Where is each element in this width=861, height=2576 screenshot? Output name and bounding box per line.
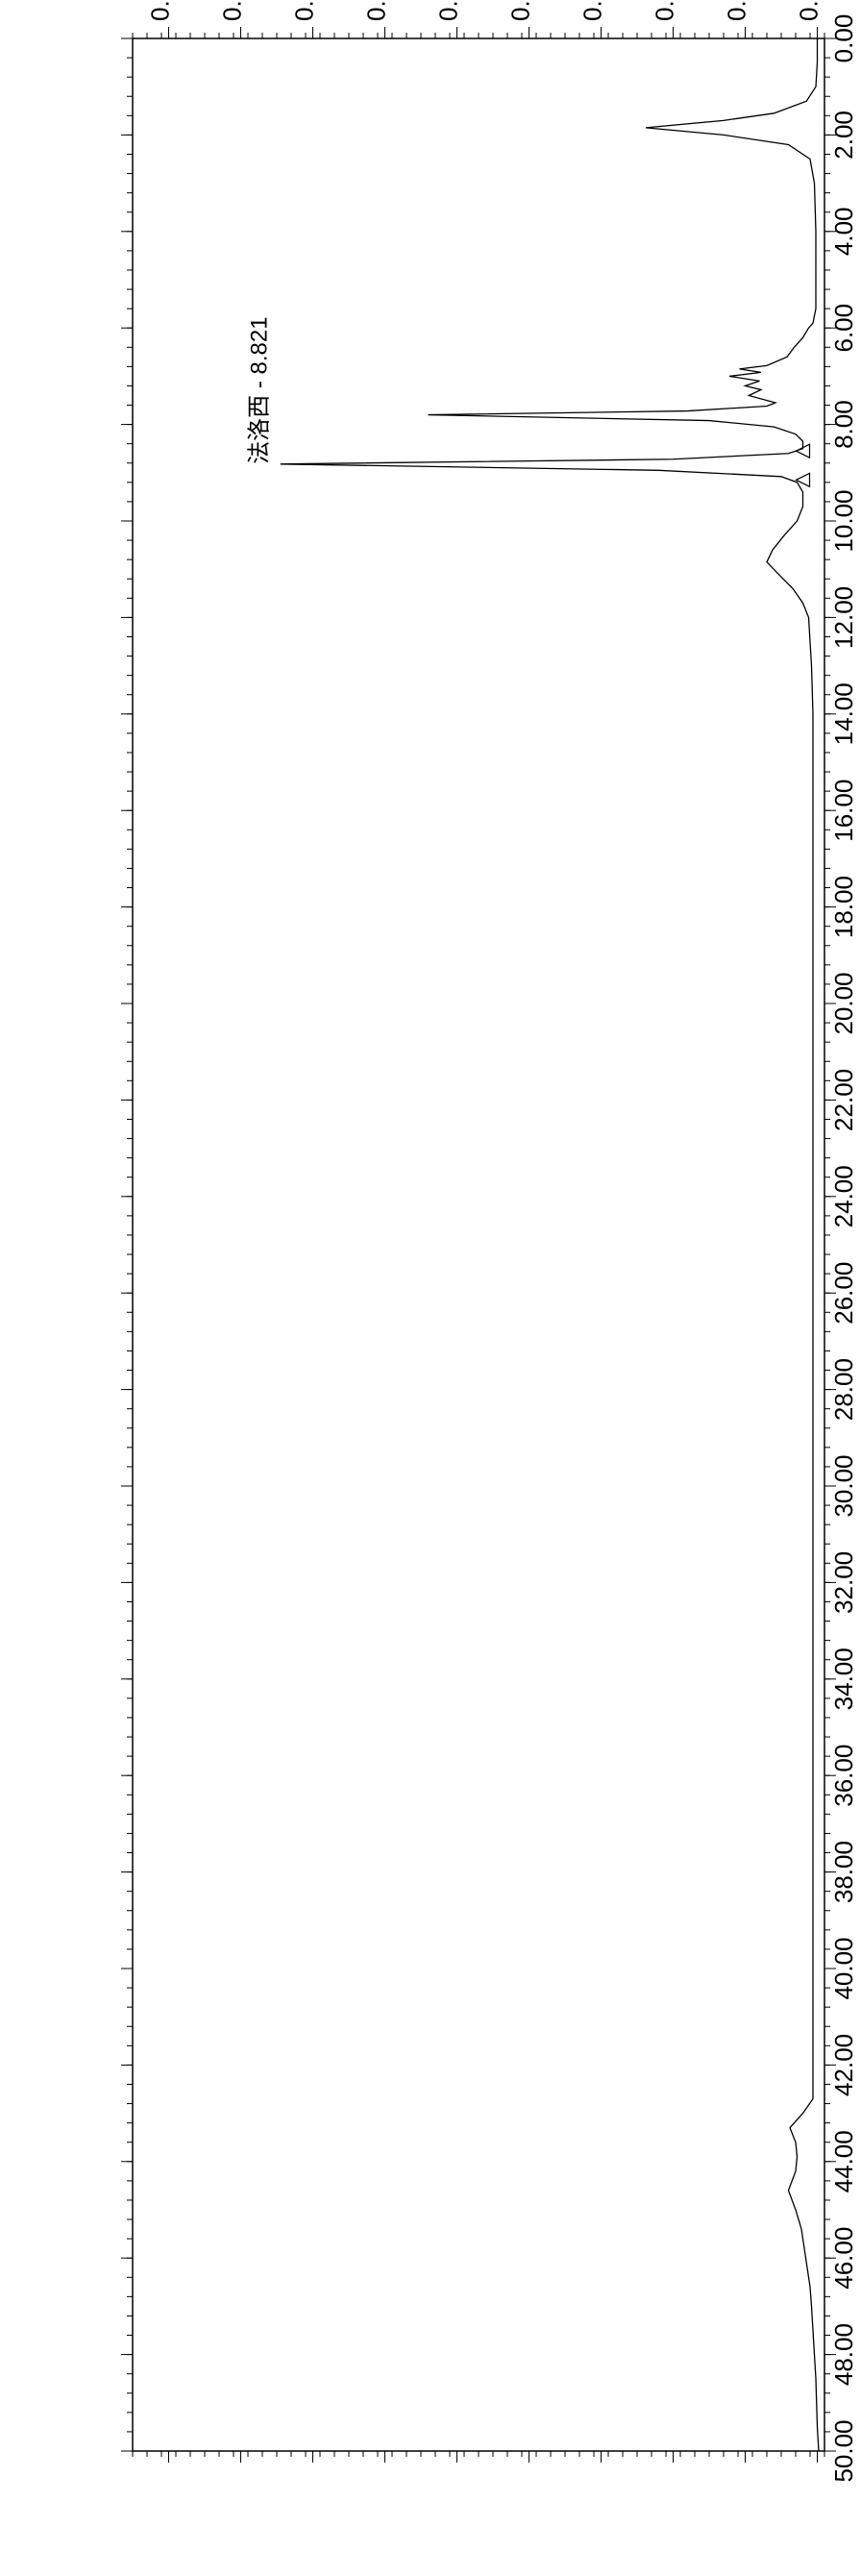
svg-text:36.00: 36.00: [829, 1745, 858, 1807]
svg-text:0.050: 0.050: [434, 0, 463, 21]
svg-text:0.090: 0.090: [146, 0, 175, 21]
svg-text:22.00: 22.00: [829, 1069, 858, 1131]
svg-text:4.00: 4.00: [829, 207, 858, 256]
svg-text:46.00: 46.00: [829, 2227, 858, 2290]
chromatogram-svg: 0.000 0.010 0.020 0.030 0.040 0.050 0.060 0.070…: [0, 0, 861, 2576]
svg-text:50.00: 50.00: [829, 2419, 858, 2482]
chromatogram: 0.000 0.010 0.020 0.030 0.040 0.050 0.060 0.070…: [0, 0, 861, 2576]
svg-text:28.00: 28.00: [829, 1358, 858, 1421]
svg-text:法洛西 - 8.821: 法洛西 - 8.821: [247, 316, 273, 463]
svg-text:0.020: 0.020: [651, 0, 679, 21]
svg-text:16.00: 16.00: [829, 780, 858, 842]
svg-text:18.00: 18.00: [829, 876, 858, 938]
svg-text:0.080: 0.080: [218, 0, 247, 21]
svg-text:10.00: 10.00: [829, 489, 858, 552]
svg-text:6.00: 6.00: [829, 304, 858, 353]
svg-text:34.00: 34.00: [829, 1647, 858, 1710]
svg-text:32.00: 32.00: [829, 1551, 858, 1614]
svg-text:42.00: 42.00: [829, 2034, 858, 2096]
svg-text:48.00: 48.00: [829, 2323, 858, 2386]
svg-text:14.00: 14.00: [829, 682, 858, 745]
svg-text:44.00: 44.00: [829, 2130, 858, 2192]
svg-text:38.00: 38.00: [829, 1841, 858, 1903]
svg-text:0.060: 0.060: [362, 0, 391, 21]
page: { "chromatogram": { "type": "line", "rot…: [0, 0, 861, 2576]
svg-text:0.030: 0.030: [578, 0, 607, 21]
svg-text:24.00: 24.00: [829, 1165, 858, 1227]
svg-text:26.00: 26.00: [829, 1262, 858, 1325]
svg-text:12.00: 12.00: [829, 586, 858, 649]
svg-text:0.070: 0.070: [290, 0, 319, 21]
svg-text:8.00: 8.00: [829, 400, 858, 449]
svg-text:0.010: 0.010: [723, 0, 751, 21]
svg-text:0.040: 0.040: [506, 0, 535, 21]
svg-text:20.00: 20.00: [829, 972, 858, 1034]
svg-text:30.00: 30.00: [829, 1454, 858, 1517]
svg-text:40.00: 40.00: [829, 1937, 858, 1999]
svg-text:0.000: 0.000: [795, 0, 824, 21]
svg-text:0.00: 0.00: [829, 14, 858, 63]
svg-text:2.00: 2.00: [829, 111, 858, 160]
